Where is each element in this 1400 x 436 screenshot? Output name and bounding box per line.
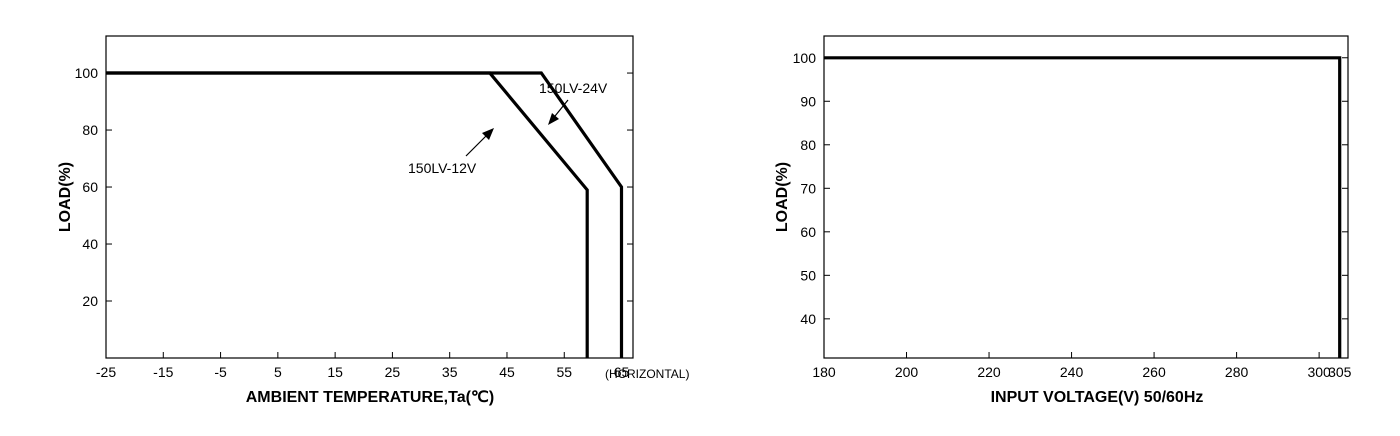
x-tick-label: 5 — [274, 364, 282, 380]
x-tick-label: 200 — [895, 364, 919, 380]
x-tick-label: 55 — [556, 364, 572, 380]
x-tick-label: 220 — [977, 364, 1001, 380]
x-tick-label: 260 — [1142, 364, 1166, 380]
y-axis-title: LOAD(%) — [57, 162, 74, 232]
y-tick-label: 90 — [800, 93, 816, 109]
series-line — [106, 71, 624, 358]
x-tick-label: 240 — [1060, 364, 1084, 380]
x-tick-label: 45 — [499, 364, 515, 380]
derating-curve-chart: -25 -15 -5 5 15 25 35 45 55 65 20 40 60 80 100 AMBIENT … — [57, 35, 689, 406]
y-tick-label: 100 — [793, 50, 817, 66]
y-tick-label: 60 — [800, 224, 816, 240]
series-line — [824, 56, 1342, 358]
annotation-arrowhead — [482, 128, 494, 140]
x-tick-label: -5 — [214, 364, 227, 380]
series-annotation: 150LV-24V — [539, 80, 608, 96]
series-line — [106, 71, 589, 358]
plot-frame — [105, 35, 634, 359]
y-tick-label: 70 — [800, 180, 816, 196]
y-tick-label: 40 — [800, 311, 816, 327]
x-tick-label: -25 — [96, 364, 116, 380]
y-tick-label: 40 — [82, 236, 98, 252]
x-tick-label: 25 — [385, 364, 401, 380]
y-tick-label: 20 — [82, 293, 98, 309]
x-tick-label: 305 — [1328, 364, 1352, 380]
y-tick-label: 80 — [82, 122, 98, 138]
x-tick-label: 15 — [327, 364, 343, 380]
x-tick-label: 280 — [1225, 364, 1249, 380]
series-annotation: 150LV-12V — [408, 160, 477, 176]
y-tick-label: 50 — [800, 267, 816, 283]
x-tick-label: 180 — [812, 364, 836, 380]
x-tick-label: -15 — [153, 364, 173, 380]
y-tick-label: 60 — [82, 179, 98, 195]
x-axis-title: INPUT VOLTAGE(V) 50/60Hz — [991, 389, 1204, 406]
x-axis-title: AMBIENT TEMPERATURE,Ta(℃) — [246, 389, 494, 406]
annotation-arrowhead — [548, 113, 559, 125]
y-tick-label: 80 — [800, 137, 816, 153]
y-tick-label: 100 — [75, 65, 99, 81]
y-axis-title: LOAD(%) — [774, 162, 791, 232]
x-tick-label: 35 — [442, 364, 458, 380]
x-axis-note: (HORIZONTAL) — [605, 367, 689, 381]
x-tick-label: 300 — [1307, 364, 1331, 380]
plot-frame — [823, 35, 1349, 359]
x-tick-label: 65 — [614, 364, 630, 380]
